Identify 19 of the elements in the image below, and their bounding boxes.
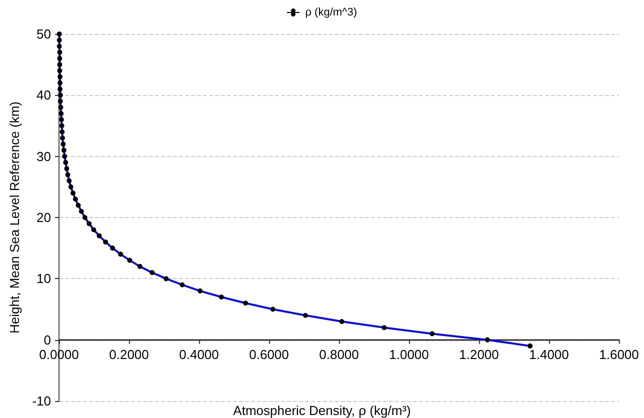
x-tick-label: 0.8000 bbox=[319, 346, 359, 362]
x-tick-label: 1.2000 bbox=[459, 346, 499, 362]
y-tick-label: 20 bbox=[36, 210, 51, 225]
y-tick-label: 10 bbox=[36, 271, 51, 286]
x-tick-label: 0.2000 bbox=[109, 346, 149, 362]
x-tick-label: 1.6000 bbox=[599, 346, 639, 362]
legend-label: ρ (kg/m^3) bbox=[305, 6, 357, 18]
y-tick-label: 50 bbox=[36, 26, 51, 42]
y-tick-label: -10 bbox=[32, 394, 51, 408]
x-tick-label: 1.0000 bbox=[389, 346, 429, 362]
x-tick-label: 0.4000 bbox=[179, 346, 219, 362]
x-axis-title: Atmospheric Density, ρ (kg/m³) bbox=[233, 403, 411, 418]
y-tick-label: 40 bbox=[36, 88, 51, 103]
x-tick-label: 0.6000 bbox=[249, 346, 289, 362]
x-tick-label: 0.0000 bbox=[39, 346, 79, 362]
y-axis-title: Height, Mean Sea Level Reference (km) bbox=[7, 102, 22, 334]
y-tick-label: 0 bbox=[44, 332, 51, 348]
x-tick-label: 1.4000 bbox=[529, 346, 569, 362]
y-tick-label: 30 bbox=[36, 148, 51, 164]
